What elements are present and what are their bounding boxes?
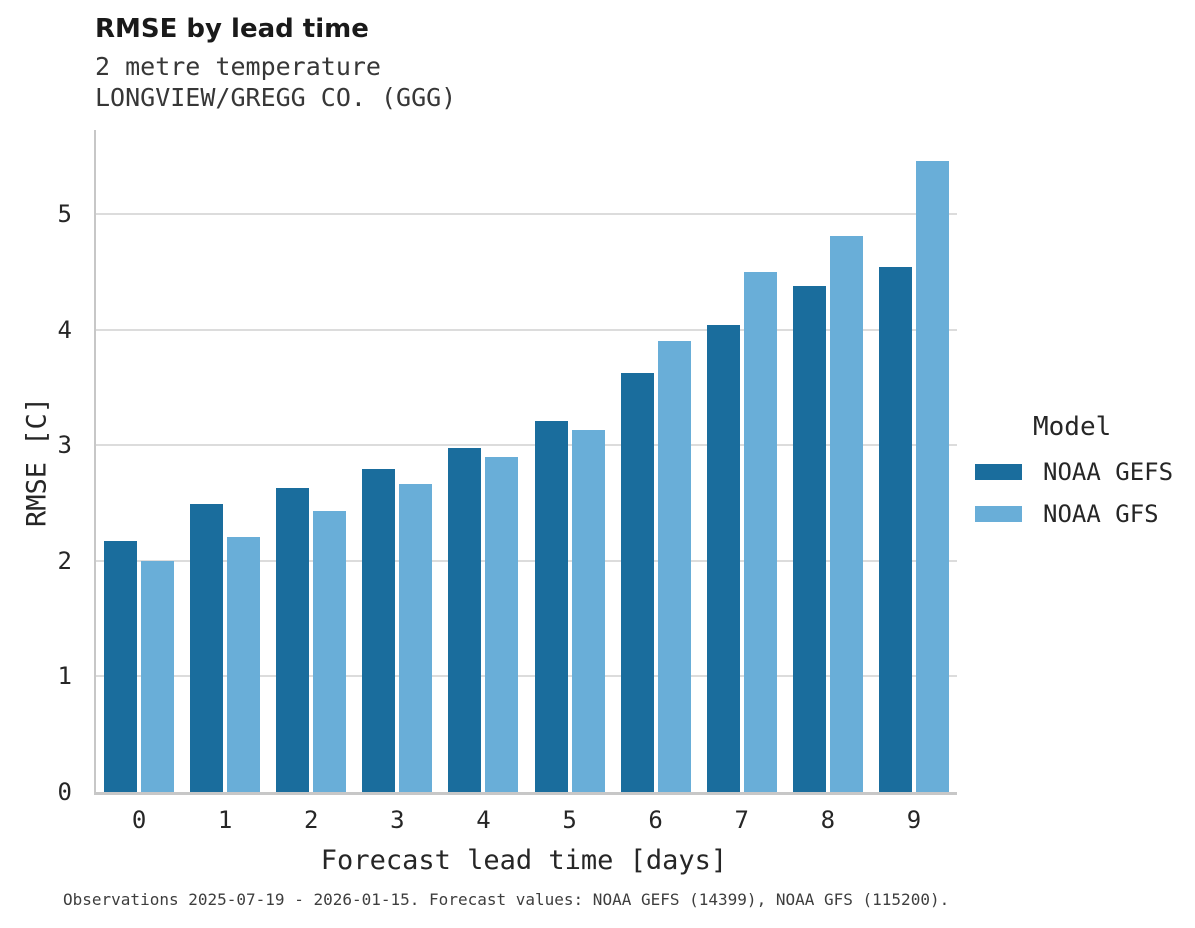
legend-row-noaa-gefs: NOAA GEFS [975, 458, 1173, 486]
chart-subtitle-variable: 2 metre temperature [95, 52, 381, 81]
legend-label: NOAA GEFS [1043, 458, 1174, 486]
y-tick-label-2: 2 [57, 546, 72, 575]
legend: Model NOAA GEFS NOAA GFS [975, 412, 1173, 542]
y-tick-label-5: 5 [57, 200, 72, 229]
chart-subtitle-station: LONGVIEW/GREGG CO. (GGG) [95, 83, 457, 112]
bar-noaa-gefs-lead-6 [620, 373, 654, 792]
bar-noaa-gfs-lead-9 [915, 161, 949, 792]
x-axis-title: Forecast lead time [days] [320, 845, 728, 876]
bar-noaa-gfs-lead-0 [141, 561, 175, 792]
bar-group-4 [440, 130, 526, 792]
legend-swatch [975, 506, 1022, 522]
bar-noaa-gfs-lead-6 [657, 341, 691, 792]
x-tick-label-9: 9 [906, 806, 922, 834]
bar-group-8 [785, 130, 871, 792]
gridline-y-1 [96, 675, 957, 678]
plot-area: 0 1 2 3 4 5 0 1 2 3 4 5 6 7 8 9 [58, 130, 957, 832]
bar-group-9 [871, 130, 957, 792]
x-tick-label-5: 5 [562, 806, 577, 834]
bar-noaa-gfs-lead-7 [743, 272, 777, 792]
bar-noaa-gfs-lead-5 [571, 430, 605, 792]
legend-swatch [975, 464, 1022, 480]
legend-title: Model [1033, 412, 1112, 442]
bar-noaa-gefs-lead-4 [448, 448, 482, 792]
bar-noaa-gefs-lead-3 [362, 469, 396, 792]
y-tick-label-3: 3 [57, 431, 72, 460]
bar-noaa-gefs-lead-7 [706, 325, 740, 792]
chart-header: RMSE by lead time 2 metre temperature LO… [95, 14, 456, 113]
gridline-y-4 [96, 328, 957, 331]
x-tick-label-0: 0 [131, 806, 147, 834]
gridline-y-5 [96, 213, 957, 216]
x-tick-label-3: 3 [390, 806, 405, 834]
bar-noaa-gfs-lead-2 [313, 511, 347, 792]
bar-noaa-gefs-lead-8 [792, 286, 826, 792]
x-tick-label-6: 6 [648, 806, 663, 834]
bar-noaa-gefs-lead-2 [276, 488, 310, 792]
legend-row-noaa-gfs: NOAA GFS [975, 500, 1173, 528]
x-tick-label-7: 7 [734, 806, 749, 834]
bar-group-2 [268, 130, 354, 792]
x-tick-label-1: 1 [217, 806, 233, 834]
x-tick-label-4: 4 [476, 806, 491, 834]
gridline-y-3 [96, 444, 957, 447]
x-tick-label-8: 8 [820, 806, 836, 834]
bar-group-1 [182, 130, 268, 792]
legend-entries: NOAA GEFS NOAA GFS [975, 458, 1173, 528]
bar-noaa-gefs-lead-5 [534, 421, 568, 792]
bars-layer [96, 130, 957, 792]
bar-noaa-gfs-lead-1 [227, 537, 261, 792]
bar-group-7 [699, 130, 785, 792]
bar-noaa-gefs-lead-1 [190, 504, 224, 792]
bar-noaa-gfs-lead-3 [399, 484, 433, 792]
bar-noaa-gfs-lead-4 [485, 457, 519, 792]
legend-label: NOAA GFS [1043, 500, 1159, 528]
gridline-y-2 [96, 559, 957, 562]
bar-noaa-gefs-lead-0 [104, 541, 138, 792]
bar-group-0 [96, 130, 182, 792]
x-tick-label-2: 2 [304, 806, 319, 834]
y-axis-title: RMSE [C] [21, 396, 53, 528]
bar-group-3 [354, 130, 440, 792]
y-tick-label-0: 0 [57, 778, 72, 806]
bar-noaa-gefs-lead-9 [878, 267, 912, 792]
footer-caption: Observations 2025-07-19 - 2026-01-15. Fo… [63, 890, 950, 909]
bar-group-6 [613, 130, 699, 792]
y-tick-label-4: 4 [57, 315, 72, 344]
y-tick-label-1: 1 [57, 662, 72, 691]
chart-title: RMSE by lead time [95, 14, 369, 44]
bar-group-5 [526, 130, 612, 792]
bar-noaa-gfs-lead-8 [829, 236, 863, 792]
